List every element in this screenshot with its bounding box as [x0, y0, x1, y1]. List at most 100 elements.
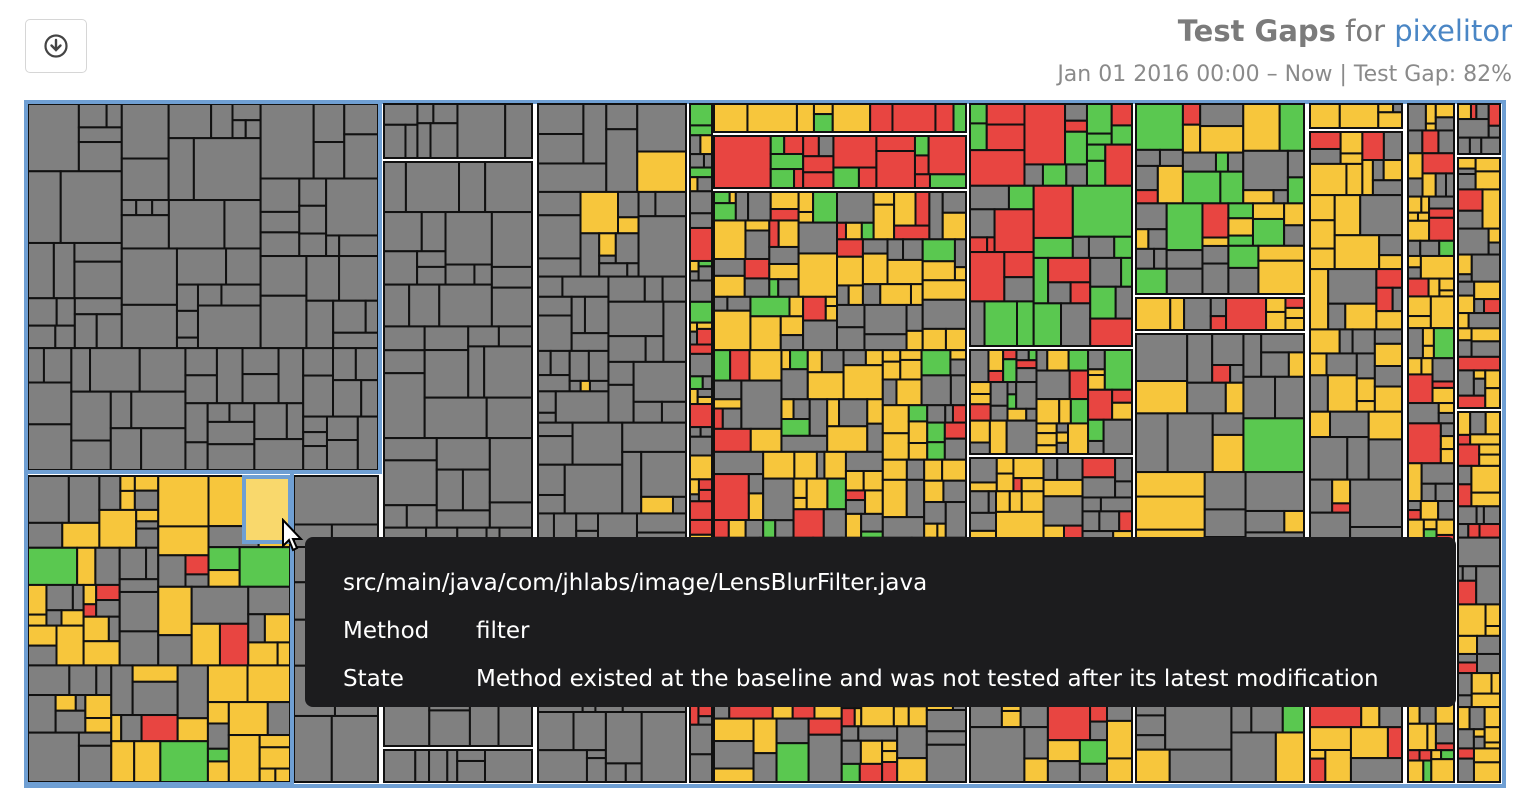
treemap-cell[interactable] — [969, 726, 1026, 783]
treemap-cell[interactable] — [220, 283, 262, 307]
treemap-cell[interactable] — [748, 349, 783, 382]
treemap-cell[interactable] — [780, 418, 811, 437]
treemap-cell[interactable] — [241, 347, 280, 376]
treemap-cell[interactable] — [727, 519, 747, 539]
treemap-cell[interactable] — [1487, 124, 1501, 139]
treemap-cell[interactable] — [1006, 407, 1028, 422]
treemap-cell[interactable] — [537, 711, 575, 752]
treemap-cell[interactable] — [70, 390, 112, 442]
treemap-cell[interactable] — [1439, 448, 1456, 465]
treemap-cell[interactable] — [842, 364, 884, 401]
treemap-cell[interactable] — [1325, 352, 1358, 377]
treemap-cell[interactable] — [1371, 179, 1404, 197]
treemap-cell[interactable] — [654, 190, 688, 218]
treemap-cell[interactable] — [73, 297, 123, 316]
treemap-cell[interactable] — [1407, 509, 1422, 521]
treemap-cell[interactable] — [1265, 297, 1287, 313]
treemap-cell[interactable] — [969, 441, 991, 456]
treemap-cell[interactable] — [259, 255, 308, 297]
treemap-cell[interactable] — [1339, 131, 1364, 155]
treemap-cell[interactable] — [133, 740, 162, 784]
treemap-cell[interactable] — [1475, 505, 1485, 526]
treemap-cell[interactable] — [1470, 327, 1502, 343]
treemap-cell[interactable] — [206, 402, 231, 423]
treemap-cell[interactable] — [159, 740, 209, 784]
treemap-cell[interactable] — [747, 492, 765, 522]
treemap-cell[interactable] — [118, 578, 160, 593]
treemap-cell[interactable] — [1457, 483, 1473, 508]
treemap-cell[interactable] — [1278, 103, 1305, 152]
treemap-cell[interactable] — [1373, 342, 1403, 368]
treemap-cell[interactable] — [1457, 757, 1475, 783]
treemap-cell[interactable] — [176, 717, 209, 743]
treemap-cell[interactable] — [1407, 749, 1421, 762]
treemap-cell[interactable] — [1309, 103, 1341, 129]
treemap-cell[interactable] — [1035, 369, 1071, 401]
treemap-cell[interactable] — [607, 383, 635, 424]
treemap-cell[interactable] — [696, 327, 714, 346]
treemap-cell[interactable] — [1478, 453, 1501, 467]
treemap-cell[interactable] — [969, 403, 992, 422]
treemap-cell[interactable] — [1023, 757, 1049, 784]
treemap-cell[interactable] — [258, 767, 277, 784]
treemap-cell[interactable] — [802, 155, 835, 174]
treemap-cell[interactable] — [1003, 276, 1035, 303]
treemap-cell[interactable] — [1229, 364, 1245, 384]
treemap-cell[interactable] — [383, 123, 407, 160]
treemap-cell[interactable] — [302, 374, 335, 418]
treemap-cell[interactable] — [1114, 480, 1134, 499]
treemap-cell[interactable] — [259, 210, 301, 234]
treemap-cell[interactable] — [27, 546, 79, 586]
treemap-cell[interactable] — [812, 191, 839, 224]
treemap-cell[interactable] — [227, 701, 269, 737]
treemap-cell[interactable] — [1439, 422, 1456, 438]
treemap-cell[interactable] — [76, 546, 97, 586]
treemap-cell[interactable] — [428, 749, 449, 783]
treemap-cell[interactable] — [71, 583, 85, 612]
treemap-cell[interactable] — [1378, 254, 1404, 271]
treemap-cell[interactable] — [1032, 184, 1074, 239]
treemap-cell[interactable] — [1156, 164, 1184, 205]
treemap-cell[interactable] — [836, 238, 864, 258]
treemap-cell[interactable] — [302, 347, 335, 377]
treemap-cell[interactable] — [1373, 365, 1403, 388]
treemap-cell[interactable] — [1209, 315, 1228, 332]
treemap-cell[interactable] — [1324, 748, 1352, 783]
treemap-cell[interactable] — [1032, 236, 1074, 259]
treemap-cell[interactable] — [1181, 170, 1222, 205]
treemap-cell[interactable] — [921, 260, 956, 282]
treemap-cell[interactable] — [131, 680, 179, 717]
treemap-cell[interactable] — [749, 315, 782, 352]
treemap-cell[interactable] — [626, 262, 640, 278]
treemap-cell[interactable] — [1457, 505, 1478, 526]
treemap-cell[interactable] — [1265, 310, 1287, 331]
treemap-cell[interactable] — [54, 709, 87, 734]
treemap-cell[interactable] — [1327, 268, 1378, 305]
treemap-cell[interactable] — [428, 709, 471, 748]
treemap-cell[interactable] — [1135, 148, 1161, 167]
treemap-cell[interactable] — [77, 731, 113, 747]
treemap-cell[interactable] — [259, 177, 301, 213]
treemap-cell[interactable] — [1186, 381, 1227, 415]
treemap-cell[interactable] — [207, 546, 241, 572]
treemap-cell[interactable] — [899, 358, 923, 381]
treemap-cell[interactable] — [607, 335, 647, 363]
treemap-cell[interactable] — [881, 516, 926, 539]
treemap-cell[interactable] — [332, 379, 363, 418]
treemap-cell[interactable] — [802, 319, 839, 352]
treemap-cell[interactable] — [859, 739, 884, 765]
treemap-cell[interactable] — [1260, 351, 1290, 378]
treemap-cell[interactable] — [207, 569, 241, 588]
treemap-cell[interactable] — [1135, 748, 1171, 784]
treemap-cell[interactable] — [1069, 281, 1092, 305]
treemap-cell[interactable] — [246, 664, 291, 704]
treemap-cell[interactable] — [383, 103, 419, 126]
treemap-cell[interactable] — [1135, 164, 1159, 192]
treemap-cell[interactable] — [713, 519, 730, 539]
treemap-cell[interactable] — [1457, 136, 1471, 155]
treemap-cell[interactable] — [1165, 249, 1204, 270]
treemap-cell[interactable] — [840, 762, 861, 783]
treemap-cell[interactable] — [1484, 387, 1502, 410]
treemap-cell[interactable] — [1457, 312, 1470, 330]
treemap-cell[interactable] — [689, 279, 713, 303]
